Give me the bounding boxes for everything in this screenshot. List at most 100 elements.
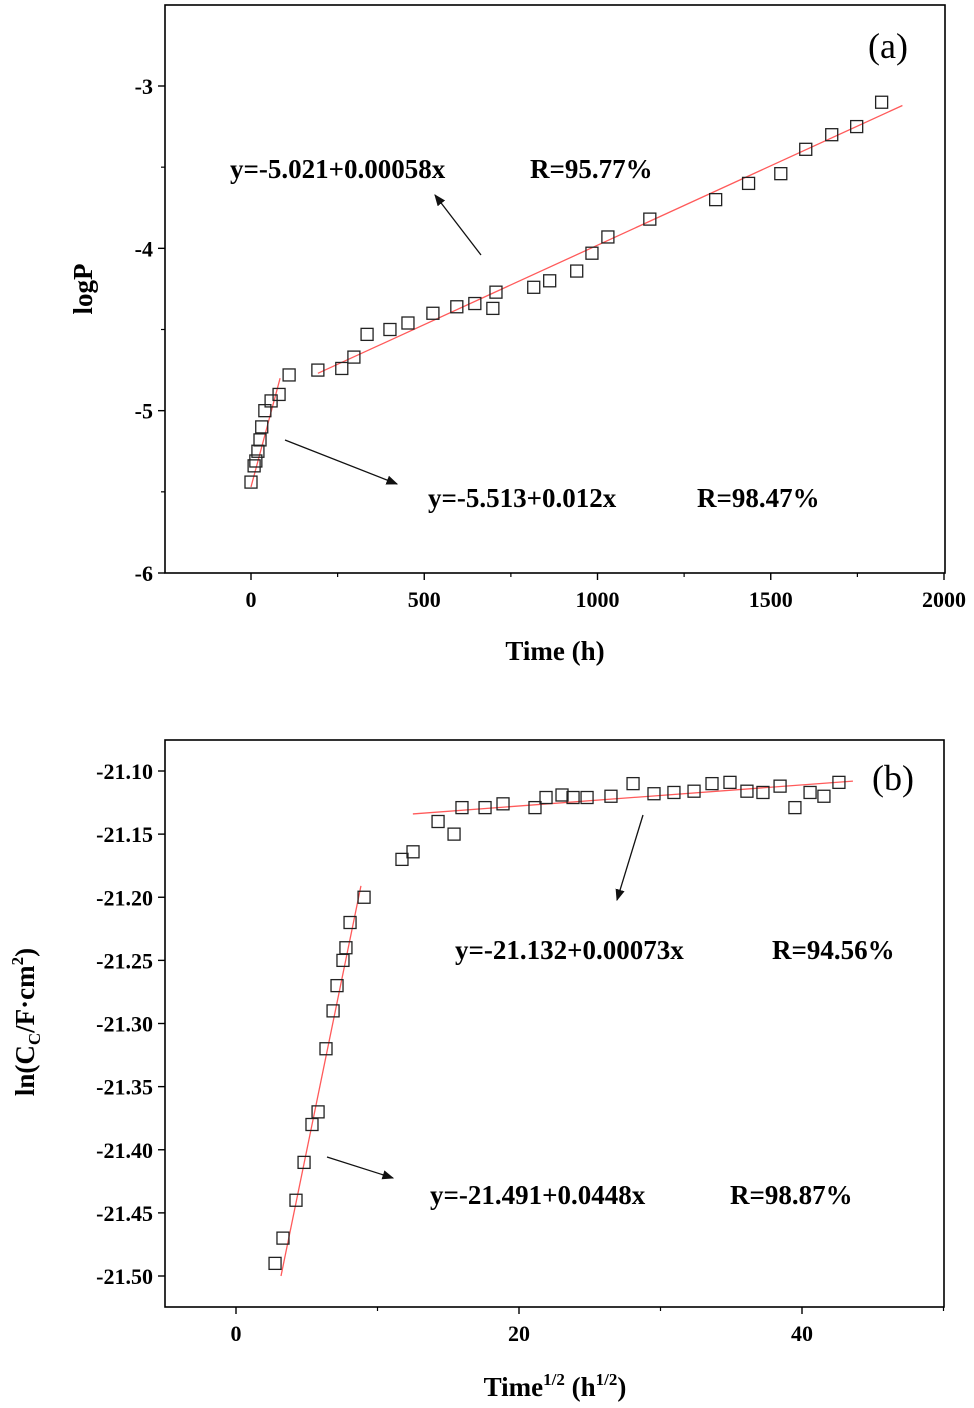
y-tick-label: -21.40 [96,1138,153,1163]
data-point [247,459,261,473]
data-point [395,852,409,867]
x-tick-label: 500 [408,587,441,612]
fit-line [317,104,903,374]
data-point [357,890,371,904]
data-point [774,167,788,181]
data-point [383,322,397,337]
data-point [282,368,296,382]
y-tick-label: -21.35 [96,1075,153,1100]
x-label-base: Time [484,1372,544,1402]
data-point [268,1256,282,1271]
data-point [326,1004,340,1018]
annotation-arrow [434,194,482,256]
chart-panel-a: 0 500 1000 1500 2000 -3 -4 -5 -6 [135,4,966,612]
y-tick-label: -21.15 [96,822,153,847]
data-point [486,301,500,316]
y-axis-label-a: logP [68,264,98,315]
data-point [450,300,464,314]
data-point [539,790,553,805]
data-point [276,1231,290,1245]
x-tick-label: 1500 [749,587,793,612]
x-axis-label-a: Time (h) [505,636,604,666]
fit-line [280,885,362,1277]
data-point [723,775,737,790]
data-point [406,845,420,859]
data-point [601,230,615,244]
x-tick-label: 0 [231,1321,242,1346]
y-tick-label: -4 [135,236,153,261]
data-point [667,785,681,800]
data-point [799,142,813,156]
data-point [773,779,787,793]
plot-frame [164,739,945,1308]
data-point [401,316,415,330]
y-axis-label-b: ln(CC/F·cm2) [8,948,44,1096]
y-tick-label: -6 [135,561,153,586]
data-point [311,1105,325,1119]
annotation-arrow [326,1156,395,1180]
data-point [570,264,584,278]
fit-r-a2: R=95.77% [530,154,653,184]
data-point [468,296,482,311]
annotation-arrow [615,814,644,902]
data-point [756,785,770,800]
fit-equation-a1: y=-5.513+0.012x [428,483,617,513]
data-point [817,789,831,803]
data-point [347,350,361,364]
data-point [566,790,580,805]
data-point [319,1042,333,1056]
fit-r-b1: R=98.87% [730,1180,853,1210]
fit-equation-b1: y=-21.491+0.0448x [430,1180,646,1210]
fit-r-b2: R=94.56% [772,935,895,965]
y-label-sub: C [25,1033,44,1045]
data-point [874,95,889,109]
data-point [431,814,445,829]
y-tick-label: -21.30 [96,1012,153,1037]
data-point [741,176,756,191]
data-point [528,800,542,815]
data-point [788,800,802,815]
data-point [705,776,719,791]
x-label-mid: (h [565,1372,596,1402]
data-point [244,475,258,489]
data-point [311,363,325,377]
data-point [478,800,492,815]
fit-equation-a2: y=-5.021+0.00058x [230,154,446,184]
data-point [643,212,657,226]
y-label-mid: /F·cm [10,965,40,1034]
x-tick-label: 0 [246,587,257,612]
data-point [455,800,469,815]
x-tick-label: 40 [791,1321,813,1346]
x-tick-label: 20 [508,1321,530,1346]
data-point [687,784,701,798]
panel-label-b: (b) [872,758,914,798]
fit-r-a1: R=98.47% [697,483,820,513]
data-point [580,790,594,805]
fit-equation-b2: y=-21.132+0.00073x [455,935,684,965]
x-label-sup: 1/2 [543,1370,565,1389]
data-point [335,361,349,376]
data-point [289,1193,303,1207]
y-label-end: ) [10,948,40,957]
fit-line [412,780,853,815]
data-point [489,285,503,299]
data-point [339,941,353,955]
x-axis-label-b: Time1/2 (h1/2) [484,1370,627,1402]
y-tick-label: -21.50 [96,1264,153,1289]
panel-label-a: (a) [868,26,908,66]
data-point [272,387,286,402]
data-point [832,775,846,790]
data-point [825,128,839,142]
data-point [343,915,357,930]
data-point [330,978,344,993]
plot-frame [164,4,946,574]
annotation-arrow [284,439,399,485]
data-point [496,797,510,811]
data-point [740,784,754,798]
data-point [709,192,723,207]
y-tick-label: -21.45 [96,1201,153,1226]
data-point [255,420,269,434]
data-point [297,1155,311,1170]
data-point [803,785,817,800]
data-point [626,776,640,791]
